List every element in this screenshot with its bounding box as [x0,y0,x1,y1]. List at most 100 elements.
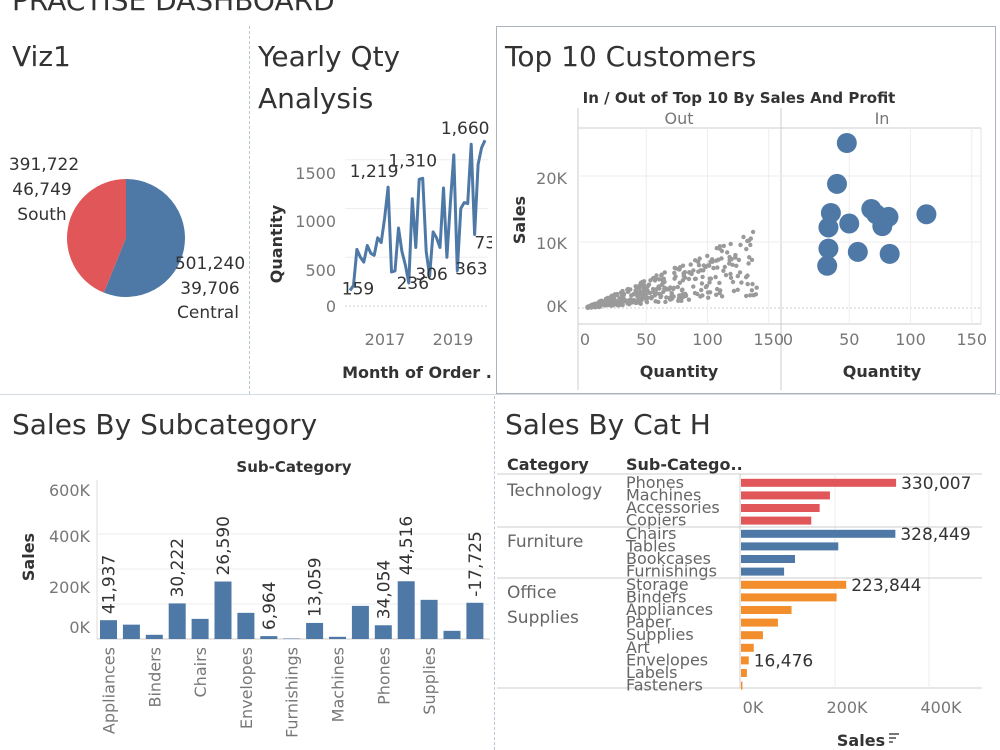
cath-subcategory-label: Furnishings [626,562,717,581]
cath-bar-chart[interactable]: Category Sub-Catego.. Technology Phones 33… [497,450,997,750]
top10-x-axis-title-in: Quantity [843,362,922,381]
cath-bar-label: 328,449 [900,525,970,545]
subcat-bar [397,581,415,639]
subcat-bar [237,612,255,639]
pie-label-central-sales: 501,240 [175,254,245,274]
top10-out-point [617,296,622,301]
cath-xtick: 200K [826,698,868,717]
top10-x-axis-title-out: Quantity [640,362,719,381]
top10-out-point [680,278,686,283]
top10-out-point [646,282,652,287]
top10-out-point [594,301,599,307]
viz1-pie-chart[interactable]: 391,722 46,749 South 501,240 39,706 Cent… [0,140,248,330]
top10-out-point [668,294,674,300]
subcat-bar-label: -17,725 [466,531,486,597]
top10-out-point [633,284,638,289]
cath-bar [741,516,812,525]
top10-xtick: 50 [636,330,656,349]
top10-out-point [628,297,633,303]
top10-out-point [658,294,663,300]
top10-out-point [691,268,696,273]
subcat-bar [374,625,392,639]
cath-subcategory-label: Art [626,638,650,657]
subcat-xtick: Phones [374,647,393,705]
top10-scatter-chart[interactable]: In / Out of Top 10 By Sales And Profit O… [497,80,995,393]
cath-bar [741,656,749,665]
cath-subcategory-label: Phones [626,473,684,492]
top10-out-point [648,278,653,283]
top10-out-point [638,296,643,302]
top10-out-point [733,252,738,258]
cath-x-axis-title: Sales [837,731,885,750]
top10-out-point [717,280,722,286]
top10-out-point [668,285,673,290]
top10-out-point [647,290,653,296]
cath-bar [741,529,896,538]
top10-out-point [735,273,740,279]
top10-out-point [721,268,726,273]
top10-out-point [641,286,647,291]
cath-bar [741,631,763,640]
subcat-xtick: Furnishings [283,647,302,738]
subcat-xtick: Appliances [100,647,119,734]
top10-out-point [728,241,733,247]
yearly-title-line2: Analysis [258,82,374,115]
top10-out-point [711,265,716,271]
cath-bar-label: 330,007 [901,474,971,494]
divider-horizontal [0,394,1000,395]
top10-out-point [716,257,721,262]
yearly-data-label: 363 [455,260,487,280]
subcat-bar [145,634,163,639]
top10-xtick: 100 [895,330,926,349]
top10-out-point [671,285,677,290]
subcat-bar-chart[interactable]: Sub-Category 600K 400K 200K 0K Sales 41,… [0,450,494,750]
top10-out-point [661,289,666,295]
top10-out-point [722,264,727,270]
top10-panel-in: In [875,109,890,128]
yearly-ytick-0: 0 [326,297,336,316]
sort-icon[interactable] [889,733,899,743]
subcat-xtick: Envelopes [237,647,256,729]
top10-out-point [699,281,705,286]
pie-label-central-name: Central [177,303,239,323]
divider-vertical-2 [494,396,495,750]
top10-out-point [749,257,755,263]
subcat-bar-label: 30,222 [168,538,188,597]
top10-out-point [745,238,750,244]
top10-out-point [660,280,666,286]
top10-out-point [604,296,610,301]
top10-out-point [731,288,737,294]
top10-out-point [721,243,726,249]
top10-out-point [750,281,755,287]
top10-in-point [817,255,838,276]
top10-out-point [680,263,686,268]
yearly-y-axis-title: Quantity [267,204,286,283]
top10-out-point [730,262,735,267]
cath-bar [741,669,747,677]
cath-bar [741,567,785,576]
divider-vertical-1 [249,26,250,394]
subcat-bar [466,602,484,639]
top10-out-point [696,269,701,274]
yearly-data-label: 306 [415,265,447,285]
pie-label-central-qty: 39,706 [180,279,239,299]
top10-out-point [672,270,677,276]
subcat-xtick: Chairs [191,647,210,697]
yearly-line-chart[interactable]: 1500 1000 500 0 2017 2019 Month of Order… [252,120,492,390]
cath-bar [741,643,754,652]
top10-out-point [748,293,753,298]
subcat-ytick-400k: 400K [49,527,91,546]
top10-out-point [738,242,743,248]
subcat-bar [306,622,324,639]
cath-xtick: 0K [743,698,764,717]
top10-out-point [705,253,710,259]
yearly-ytick-1500: 1500 [295,164,336,183]
top10-out-point [649,296,654,301]
yearly-x-axis-title: Month of Order .. [342,363,492,382]
cath-subcategory-label: Binders [626,587,686,606]
cath-category-label: Furniture [507,532,583,552]
cath-category-label: Office [507,583,557,603]
top10-out-point [748,236,753,241]
yearly-data-label: 236 [397,274,429,294]
top10-out-point [700,293,705,298]
